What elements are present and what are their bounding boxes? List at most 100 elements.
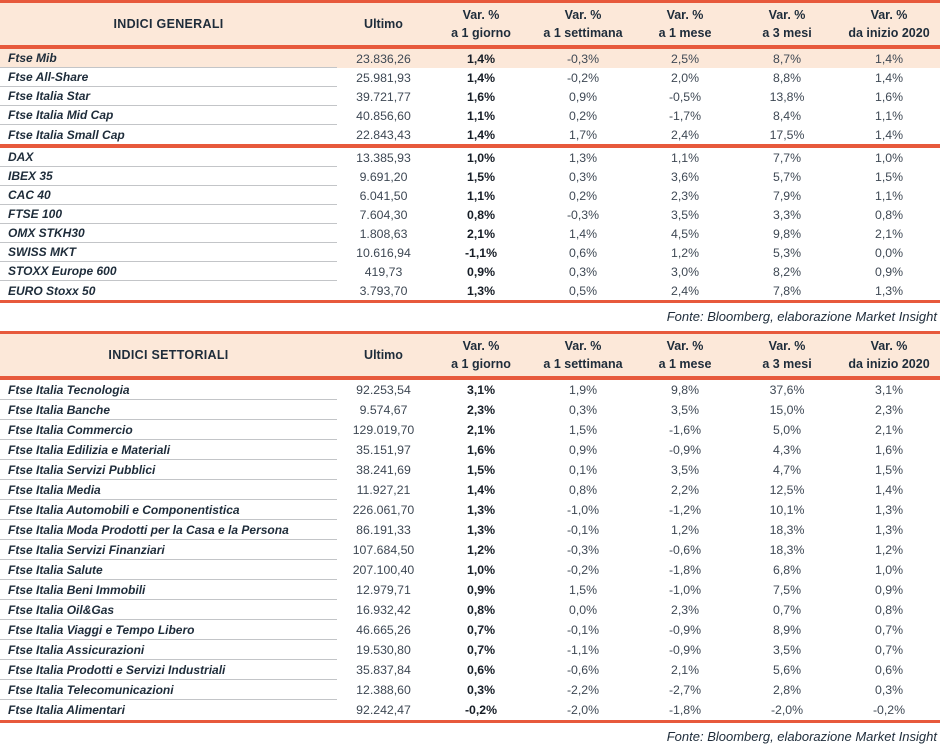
- group-separator: [0, 144, 940, 148]
- index-last-value: 1.808,63: [359, 226, 408, 241]
- table-row: SWISS MKT 10.616,94 -1,1% 0,6% 1,2% 5,3% 0,0%: [0, 243, 940, 262]
- var-ytd: 1,1%: [874, 188, 904, 203]
- var-3m: 8,9%: [772, 623, 802, 637]
- var-3m: 0,7%: [772, 603, 802, 617]
- index-label: Ftse Italia Commercio: [0, 420, 337, 440]
- table-row: Ftse Italia Beni Immobili 12.979,71 0,9% 1,…: [0, 580, 940, 600]
- var-1m: -1,0%: [668, 583, 702, 597]
- var-3m: 10,1%: [769, 503, 805, 517]
- table-row: Ftse Italia Telecomunicazioni 12.388,60 0,…: [0, 680, 940, 700]
- column-header-var: Var. % a 1 settimana: [532, 334, 634, 376]
- var-ytd: 1,3%: [874, 523, 904, 537]
- var-ytd: 1,0%: [874, 563, 904, 577]
- table-body: Ftse Italia Tecnologia 92.253,54 3,1% 1,9% 9…: [0, 380, 940, 720]
- header-separator: [0, 376, 940, 380]
- var-1m: -1,8%: [668, 703, 702, 717]
- var-1d: 3,1%: [466, 383, 496, 397]
- index-label: EURO Stoxx 50: [8, 283, 96, 298]
- var-1w: 0,2%: [568, 188, 598, 203]
- index-label: CAC 40: [0, 186, 337, 205]
- var-3m: 4,7%: [772, 463, 802, 477]
- table-row: CAC 40 6.041,50 1,1% 0,2% 2,3% 7,9% 1,1%: [0, 186, 940, 205]
- var-1d: 1,1%: [466, 108, 496, 123]
- var-ytd: 1,4%: [874, 51, 904, 66]
- var-1w: 0,8%: [568, 483, 598, 497]
- var-header-top: Var. %: [462, 338, 500, 353]
- column-header-var: Var. % a 1 mese: [634, 334, 736, 376]
- index-label: Ftse Italia Telecomunicazioni: [0, 680, 337, 700]
- var-header-bottom: a 3 mesi: [762, 26, 812, 40]
- var-1d: 0,8%: [466, 603, 496, 617]
- table-row: EURO Stoxx 50 3.793,70 1,3% 0,5% 2,4% 7,8% 1,3…: [0, 281, 940, 300]
- var-1m: 2,2%: [670, 483, 700, 497]
- index-label: Ftse Italia Assicurazioni: [0, 640, 337, 660]
- header-separator: [0, 45, 940, 49]
- index-label: Ftse Mib: [0, 49, 337, 68]
- var-1w: -0,1%: [566, 523, 600, 537]
- var-3m: 2,8%: [772, 683, 802, 697]
- index-label: Ftse Italia Edilizia e Materiali: [0, 440, 337, 460]
- var-1d: -1,1%: [464, 245, 498, 260]
- table-row: Ftse Italia Assicurazioni 19.530,80 0,7% -1…: [0, 640, 940, 660]
- var-1w: 0,9%: [568, 89, 598, 104]
- var-1m: 2,0%: [670, 70, 700, 85]
- var-3m: 5,6%: [772, 663, 802, 677]
- var-header-bottom: da inizio 2020: [848, 357, 930, 371]
- var-ytd: 0,9%: [874, 264, 904, 279]
- var-ytd: 0,9%: [874, 583, 904, 597]
- var-3m: 7,8%: [772, 283, 802, 298]
- var-1d: -0,2%: [464, 703, 498, 717]
- table-row: Ftse Italia Commercio 129.019,70 2,1% 1,5% -…: [0, 420, 940, 440]
- table-row: Ftse Italia Mid Cap 40.856,60 1,1% 0,2% -1,7…: [0, 106, 940, 125]
- index-label: Ftse Italia Small Cap: [8, 127, 125, 142]
- table-row: Ftse Italia Alimentari 92.242,47 -0,2% -2,0…: [0, 700, 940, 720]
- index-last-value: 226.061,70: [352, 503, 415, 517]
- index-label: Ftse Italia Moda Prodotti per la Casa e …: [0, 520, 337, 540]
- var-1w: 0,6%: [568, 245, 598, 260]
- index-label: Ftse Italia Automobili e Componentistica: [0, 500, 337, 520]
- var-1w: 1,3%: [568, 150, 598, 165]
- var-1d: 0,6%: [466, 663, 496, 677]
- var-1d: 1,4%: [466, 483, 496, 497]
- var-1w: -0,2%: [566, 70, 600, 85]
- table-title: INDICI SETTORIALI: [108, 348, 229, 362]
- var-1m: -1,6%: [668, 423, 702, 437]
- table-row: Ftse Italia Edilizia e Materiali 35.151,9…: [0, 440, 940, 460]
- var-header-top: Var. %: [768, 7, 806, 22]
- index-label: Ftse Italia Tecnologia: [0, 380, 337, 400]
- table-row: Ftse All-Share 25.981,93 1,4% -0,2% 2,0% 8,8%…: [0, 68, 940, 87]
- var-3m: 7,5%: [772, 583, 802, 597]
- index-last-value: 207.100,40: [352, 563, 415, 577]
- var-1w: 1,5%: [568, 583, 598, 597]
- var-1m: -1,8%: [668, 563, 702, 577]
- column-header-var: Var. % a 1 giorno: [430, 334, 532, 376]
- index-label: FTSE 100: [0, 205, 337, 224]
- var-ytd: 1,2%: [874, 543, 904, 557]
- index-last-value: 92.242,47: [356, 703, 411, 717]
- var-1d: 1,6%: [466, 443, 496, 457]
- var-header-bottom: a 1 giorno: [451, 357, 511, 371]
- table-row: Ftse Italia Servizi Pubblici 38.241,69 1,5…: [0, 460, 940, 480]
- var-header-top: Var. %: [768, 338, 806, 353]
- var-ytd: 1,4%: [874, 483, 904, 497]
- index-label: DAX: [0, 148, 337, 167]
- var-3m: 8,4%: [772, 108, 802, 123]
- column-header-var: Var. % da inizio 2020: [838, 334, 940, 376]
- table-row: Ftse Italia Moda Prodotti per la Casa e …: [0, 520, 940, 540]
- index-last-value: 39.721,77: [356, 89, 411, 104]
- index-last-value: 129.019,70: [352, 423, 415, 437]
- var-1w: 0,2%: [568, 108, 598, 123]
- var-1d: 1,0%: [466, 150, 496, 165]
- index-last-value: 19.530,80: [356, 643, 411, 657]
- var-3m: 17,5%: [769, 127, 805, 142]
- table-row: Ftse Mib 23.836,26 1,4% -0,3% 2,5% 8,7% 1,4%: [0, 49, 940, 68]
- var-1d: 1,5%: [466, 169, 496, 184]
- index-label: STOXX Europe 600: [0, 262, 337, 281]
- var-1w: 1,9%: [568, 383, 598, 397]
- var-1m: 3,6%: [670, 169, 700, 184]
- var-1d: 1,4%: [466, 70, 496, 85]
- var-ytd: 1,4%: [874, 70, 904, 85]
- index-last-value: 92.253,54: [356, 383, 411, 397]
- var-ytd: 1,5%: [874, 463, 904, 477]
- index-last-value: 6.041,50: [359, 188, 408, 203]
